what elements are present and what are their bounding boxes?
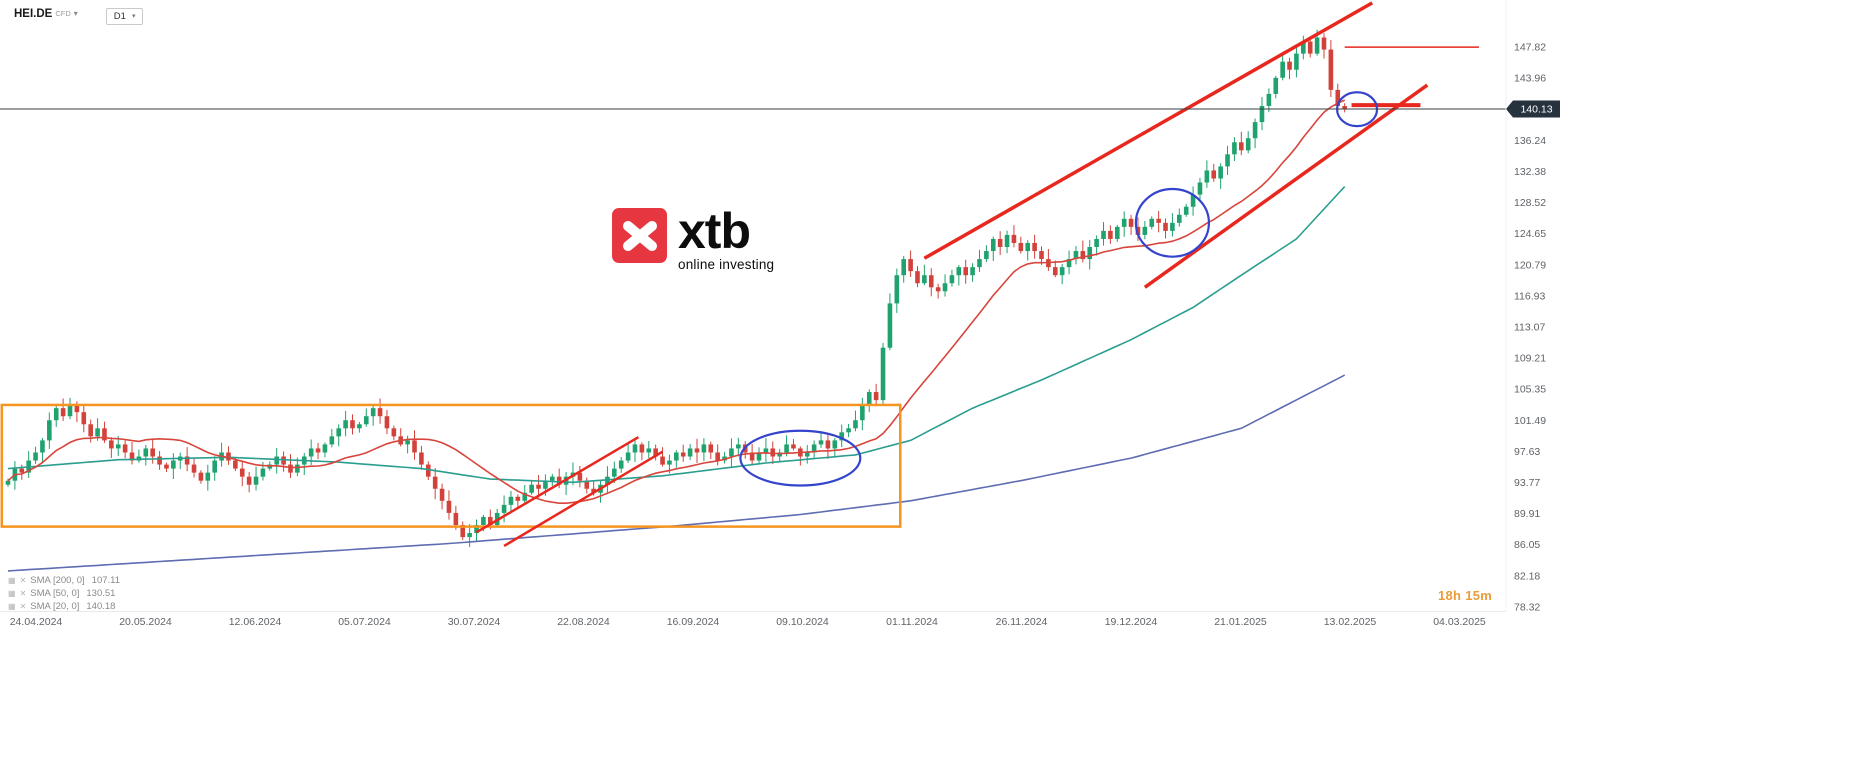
date-tick-label: 22.08.2024	[557, 616, 610, 628]
timeframe-label: D1	[113, 11, 126, 22]
date-tick-label: 21.01.2025	[1214, 616, 1267, 628]
drawing-annotations	[475, 1, 1480, 548]
price-tick-label: 128.52	[1514, 197, 1546, 209]
price-tick-label: 97.63	[1514, 446, 1540, 458]
price-tick-label: 120.79	[1514, 259, 1546, 271]
price-tick-label: 136.24	[1514, 135, 1546, 147]
price-tick-label: 124.65	[1514, 228, 1546, 240]
indicator-lines	[7, 99, 1346, 572]
xtb-watermark: xtb online investing	[612, 203, 775, 272]
price-tick-label: 105.35	[1514, 384, 1546, 396]
date-tick-label: 30.07.2024	[448, 616, 501, 628]
price-tick-label: 78.32	[1514, 602, 1540, 614]
symbol-name: HEI.DE	[14, 8, 53, 20]
price-tick-label: 89.91	[1514, 508, 1540, 520]
date-tick-label: 19.12.2024	[1105, 616, 1158, 628]
consolidation-box[interactable]	[0, 403, 902, 528]
current-price-marker: 140.13	[0, 100, 1560, 118]
price-tick-label: 116.93	[1514, 290, 1545, 302]
date-tick-label: 09.10.2024	[776, 616, 829, 628]
brand-tagline: online investing	[678, 257, 775, 272]
timeframe-selector[interactable]: D1 ▾	[105, 8, 144, 25]
current-price-tag	[1506, 100, 1560, 118]
symbol-selector[interactable]: HEI.DE CFD ▾	[14, 8, 78, 20]
indicator-label: SMA [50, 0]	[30, 588, 80, 599]
consolidation-box-annotation	[0, 403, 902, 528]
trendline[interactable]	[503, 450, 664, 548]
indicator-legend: ▦ ✕ SMA [200, 0] 107.11 ▦ ✕ SMA [50, 0] …	[8, 574, 120, 613]
price-tick-label: 113.07	[1514, 322, 1545, 334]
indicator-settings-icon[interactable]: ▦	[8, 589, 16, 598]
price-tick-label: 101.49	[1514, 415, 1546, 427]
price-tick-label: 86.05	[1514, 539, 1540, 551]
highlight-ellipse[interactable]	[1134, 187, 1211, 258]
price-tick-label: 143.96	[1514, 73, 1546, 85]
chart-header: HEI.DE CFD ▾ D1 ▾	[14, 8, 144, 25]
indicator-remove-icon[interactable]: ✕	[19, 589, 27, 598]
price-tick-label: 82.18	[1514, 570, 1540, 582]
date-tick-label: 16.09.2024	[667, 616, 720, 628]
sma-20-line	[7, 99, 1346, 504]
indicator-remove-icon[interactable]: ✕	[19, 602, 27, 611]
date-tick-label: 13.02.2025	[1324, 616, 1377, 628]
trendline[interactable]	[475, 436, 640, 534]
chevron-down-icon: ▾	[131, 13, 136, 20]
instrument-type-label: CFD	[55, 9, 71, 18]
indicator-legend-row-sma50: ▦ ✕ SMA [50, 0] 130.51	[8, 587, 120, 600]
date-tick-label: 24.04.2024	[10, 616, 63, 628]
date-tick-label: 05.07.2024	[338, 616, 391, 628]
current-price-tag-value: 140.13	[1520, 103, 1552, 115]
trendline[interactable]	[1143, 83, 1429, 289]
indicator-label: SMA [20, 0]	[30, 601, 80, 612]
date-tick-label: 04.03.2025	[1433, 616, 1486, 628]
axes: 147.82 143.96 136.24 132.38 128.52 124.65 120.…	[0, 0, 1546, 628]
date-tick-label: 12.06.2024	[229, 616, 282, 628]
price-tick-label: 109.21	[1514, 353, 1546, 365]
indicator-value: 140.18	[86, 601, 116, 612]
highlight-ellipse[interactable]	[739, 429, 862, 487]
date-tick-label: 01.11.2024	[886, 616, 938, 628]
indicator-legend-row-sma200: ▦ ✕ SMA [200, 0] 107.11	[8, 574, 120, 587]
indicator-settings-icon[interactable]: ▦	[8, 602, 16, 611]
date-tick-label: 20.05.2024	[119, 616, 172, 628]
candle-countdown-timer: 18h 15m	[1438, 588, 1493, 603]
indicator-value: 130.51	[86, 588, 116, 599]
indicator-value: 107.11	[91, 575, 121, 586]
xtb-logo-icon	[612, 208, 667, 263]
price-tick-label: 93.77	[1514, 477, 1540, 489]
date-tick-label: 26.11.2024	[996, 616, 1048, 628]
xtb-x-glyph	[623, 221, 657, 251]
chevron-down-icon: ▾	[73, 9, 78, 18]
indicator-legend-row-sma20: ▦ ✕ SMA [20, 0] 140.18	[8, 600, 120, 613]
brand-name: xtb	[678, 203, 751, 259]
indicator-remove-icon[interactable]: ✕	[19, 576, 27, 585]
indicator-settings-icon[interactable]: ▦	[8, 576, 16, 585]
price-tick-label: 147.82	[1514, 42, 1546, 54]
indicator-label: SMA [200, 0]	[30, 575, 85, 586]
price-tick-label: 132.38	[1514, 166, 1546, 178]
trendline[interactable]	[923, 1, 1374, 260]
